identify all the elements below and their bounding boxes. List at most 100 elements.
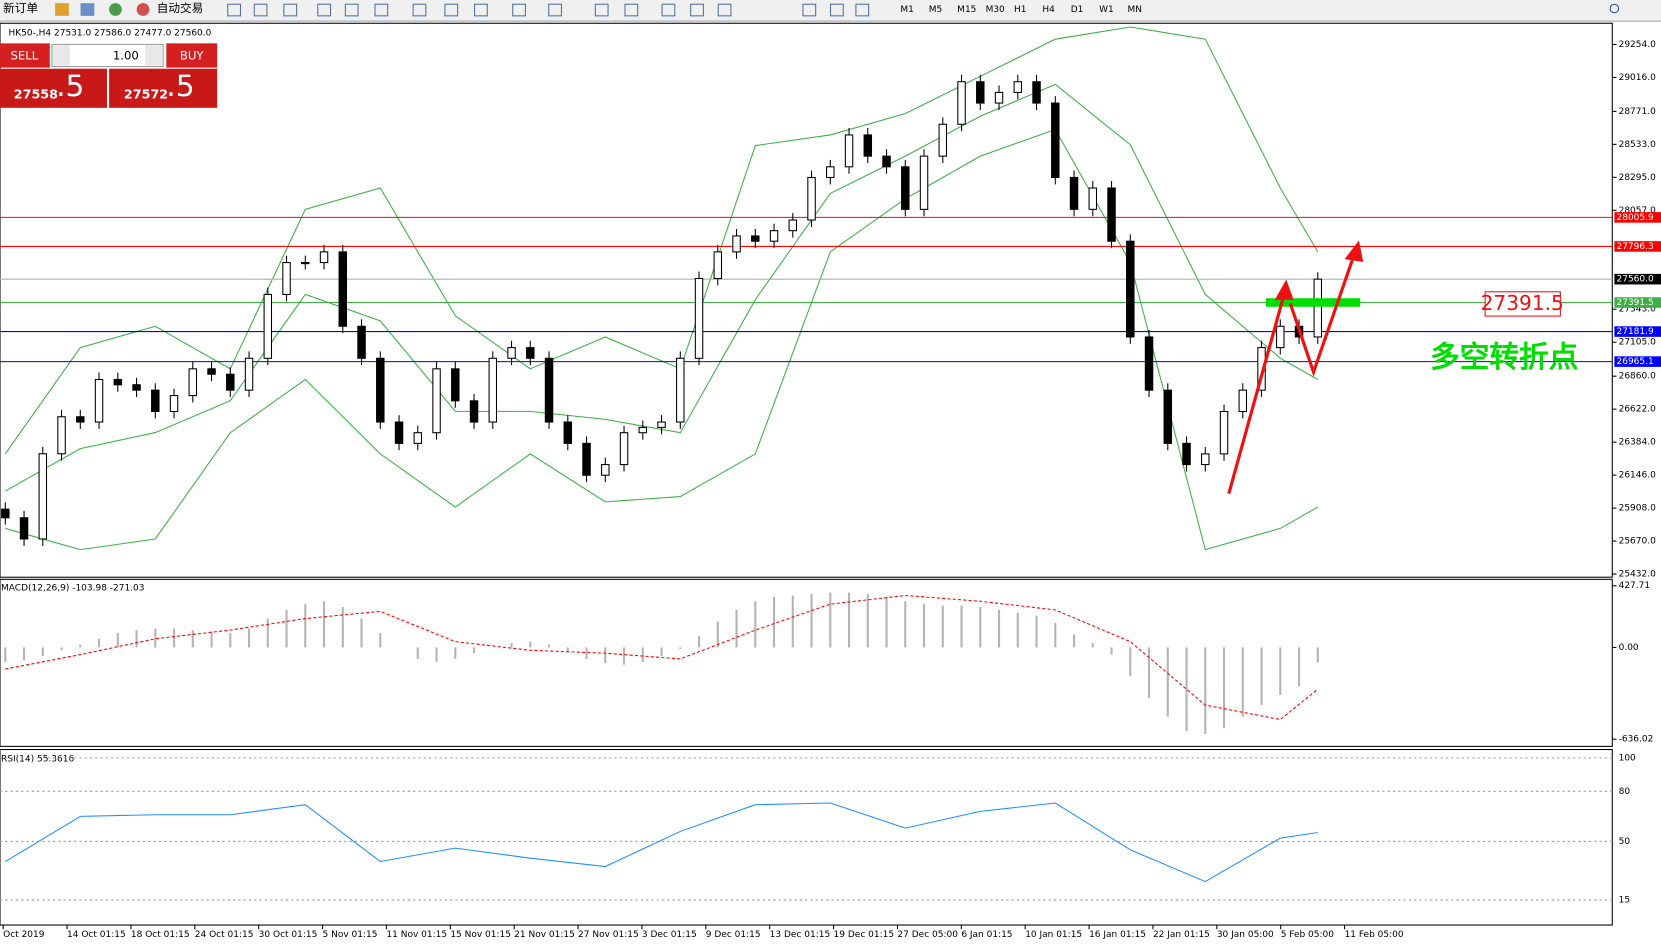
candle-body [563, 421, 573, 444]
annotation-text: 多空转折点 [1430, 339, 1578, 374]
y-tick-label: 27105.0 [1619, 338, 1656, 348]
icon[interactable] [374, 3, 389, 17]
timeframe-button[interactable]: M15 [957, 5, 976, 15]
candle-body [1313, 278, 1323, 338]
candle-body [151, 389, 160, 413]
timeframe-button[interactable]: MN [1128, 5, 1142, 15]
candle-body [957, 81, 966, 125]
search-icon[interactable] [1609, 3, 1620, 14]
band-middle [5, 83, 1319, 492]
macd-frame [0, 578, 1613, 747]
buy-price-fraction: .5 [166, 68, 194, 103]
level-tag [1614, 212, 1661, 223]
candle-body [413, 432, 423, 444]
level-tag [1614, 356, 1661, 367]
candle-body [1126, 240, 1135, 338]
timeframe-button[interactable]: M30 [986, 5, 1005, 15]
icon[interactable] [283, 3, 298, 17]
candle-body [1051, 102, 1060, 179]
sell-price-box[interactable] [0, 68, 107, 108]
x-tick-label: 3 Dec 01:15 [642, 930, 697, 940]
candle-body [732, 235, 741, 253]
candle-body [469, 400, 479, 423]
timeframe-button[interactable]: H1 [1014, 5, 1026, 15]
icon[interactable] [136, 3, 150, 16]
candle-body [488, 357, 498, 423]
lot-value[interactable]: 1.00 [113, 49, 139, 63]
auto-trade-button[interactable]: 自动交易 [157, 1, 204, 15]
icon[interactable] [802, 3, 817, 17]
y-tick-label: 15 [1619, 895, 1630, 905]
candle-body [1013, 81, 1023, 93]
y-tick-label: 25670.0 [1619, 537, 1656, 547]
icon[interactable] [227, 3, 241, 17]
icon[interactable] [717, 3, 732, 17]
x-tick-label: 24 Oct 01:15 [195, 930, 254, 940]
candle-body [1, 508, 10, 519]
timeframe-button[interactable]: W1 [1099, 5, 1114, 15]
candle-body [357, 325, 366, 359]
lot-field[interactable] [51, 43, 164, 68]
level-tag [1614, 297, 1661, 308]
candle-body [638, 426, 648, 434]
icon[interactable] [474, 3, 488, 17]
x-tick-label: Oct 2019 [3, 930, 45, 940]
y-tick-label: 28057.0 [1619, 206, 1656, 216]
level-tag [1614, 273, 1661, 285]
x-tick-label: 16 Jan 01:15 [1089, 930, 1146, 940]
candle-body [788, 219, 798, 232]
sell-label[interactable]: SELL [11, 49, 39, 63]
icon[interactable] [661, 3, 676, 17]
x-tick-label: 21 Nov 01:15 [514, 930, 575, 940]
timeframe-button[interactable]: M5 [929, 5, 942, 15]
candle-body [769, 230, 779, 242]
chart-header: HK50-,H4 27531.0 27586.0 27477.0 27560.0 [8, 28, 211, 38]
candle-body [1088, 187, 1098, 210]
icon[interactable] [548, 3, 562, 17]
timeframe-button[interactable]: M1 [900, 5, 913, 15]
icon[interactable] [594, 3, 609, 17]
icon[interactable] [829, 3, 844, 17]
rsi-frame [0, 749, 1613, 926]
candle-body [1069, 176, 1079, 210]
icon[interactable] [855, 3, 870, 17]
icon[interactable] [80, 3, 95, 16]
x-tick-label: 27 Nov 01:15 [578, 930, 639, 940]
level-label: 27181.9 [1617, 327, 1654, 337]
buy-price-box[interactable] [109, 68, 218, 108]
x-tick-label: 15 Nov 01:15 [450, 930, 511, 940]
timeframe-button[interactable]: H4 [1042, 5, 1055, 15]
sell-button[interactable] [0, 43, 50, 68]
icon[interactable] [412, 3, 427, 17]
candle-body [1182, 442, 1191, 466]
candle-body [319, 251, 329, 264]
x-tick-label: 30 Oct 01:15 [259, 930, 318, 940]
candle-body [657, 421, 666, 428]
y-tick-label: 25432.0 [1619, 570, 1656, 580]
icon[interactable] [512, 3, 526, 17]
icon[interactable] [253, 3, 268, 17]
y-tick-label: 27343.0 [1619, 305, 1656, 315]
buy-label[interactable]: BUY [180, 49, 205, 63]
new-order-button[interactable]: 新订单 [3, 1, 38, 15]
toolbar-icons: M1 M5 M15 M30 H1 H4 D1 W1 MN [227, 3, 1620, 17]
candle-body [76, 416, 85, 423]
icon[interactable] [55, 3, 69, 16]
candle-body [451, 368, 460, 402]
buy-button[interactable] [166, 43, 218, 68]
icon[interactable] [444, 3, 459, 17]
level-tag [1614, 326, 1661, 337]
candle-body [526, 347, 535, 359]
level-label: 28005.9 [1617, 213, 1654, 223]
lot-up[interactable] [145, 45, 163, 66]
icon[interactable] [344, 3, 359, 17]
icon[interactable] [624, 3, 639, 17]
lot-down[interactable] [52, 45, 70, 66]
icon[interactable] [317, 3, 332, 17]
icon[interactable] [690, 3, 704, 17]
candle-body [1219, 410, 1229, 455]
timeframe-button[interactable]: D1 [1071, 5, 1084, 15]
y-tick-label: 25908.0 [1619, 504, 1656, 514]
icon[interactable] [109, 3, 122, 16]
